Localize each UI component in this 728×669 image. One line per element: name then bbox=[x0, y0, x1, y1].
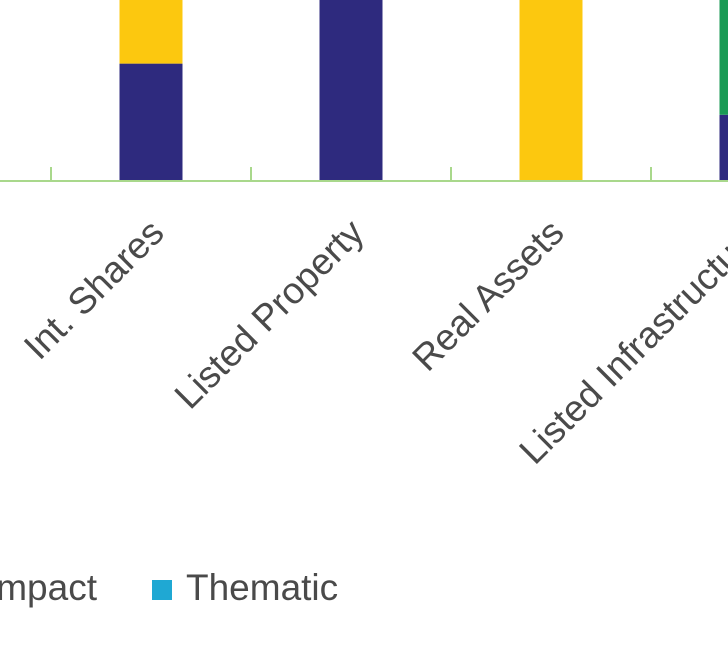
x-tick-label: Listed Property bbox=[167, 211, 372, 416]
legend-swatch bbox=[152, 580, 172, 600]
legend-label: Thematic bbox=[186, 567, 338, 608]
bar-segment bbox=[119, 0, 183, 64]
bar-segment bbox=[519, 0, 583, 181]
x-tick-label: Real Assets bbox=[404, 212, 571, 379]
bar-segment bbox=[719, 114, 728, 181]
x-tick-label: Int. Shares bbox=[16, 212, 172, 368]
bar-segment bbox=[319, 0, 383, 181]
bar-segment bbox=[719, 0, 728, 115]
bar-segment bbox=[119, 63, 183, 181]
legend-label: Impact bbox=[0, 567, 98, 608]
